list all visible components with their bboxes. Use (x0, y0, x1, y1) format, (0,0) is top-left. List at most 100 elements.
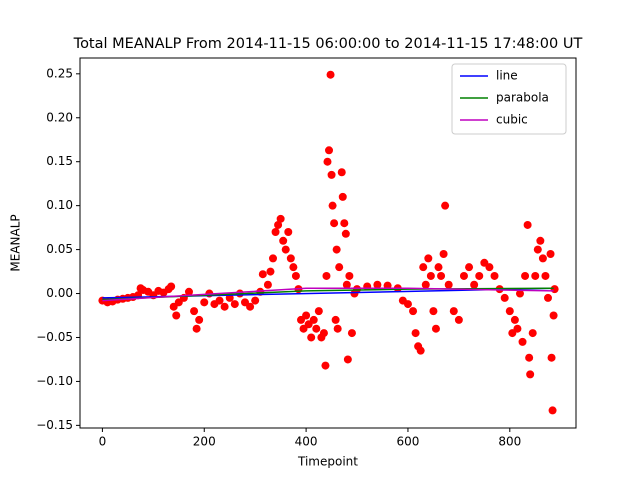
point (541, 271, 550, 280)
point (536, 236, 545, 245)
point (500, 293, 509, 302)
y-tick-label: 0.15 (46, 154, 73, 168)
point (167, 282, 176, 291)
y-tick-label: 0.10 (46, 198, 73, 212)
point (333, 324, 342, 333)
point (274, 220, 283, 229)
point (271, 228, 280, 237)
point (490, 271, 499, 280)
point (330, 219, 339, 228)
y-tick-label: −0.15 (36, 418, 73, 432)
point (523, 220, 532, 229)
x-tick-label: 800 (498, 435, 521, 449)
point (441, 201, 450, 210)
point (373, 280, 382, 289)
point (309, 315, 318, 324)
point (459, 271, 468, 280)
point (220, 302, 229, 311)
point (289, 263, 298, 272)
legend-label: line (496, 69, 518, 83)
point (192, 324, 201, 333)
point (437, 271, 446, 280)
point (525, 353, 534, 362)
point (454, 315, 463, 324)
point (172, 311, 181, 320)
point (246, 302, 255, 311)
y-tick-label: −0.05 (36, 330, 73, 344)
point (342, 280, 351, 289)
point (258, 270, 267, 279)
x-tick-label: 200 (193, 435, 216, 449)
point (266, 267, 275, 276)
point (331, 315, 340, 324)
point (276, 214, 285, 223)
point (531, 271, 540, 280)
axes-frame (79, 57, 577, 429)
point (439, 249, 448, 258)
y-axis-label: MEANALP (9, 214, 23, 271)
x-tick-label: 600 (396, 435, 419, 449)
point (421, 280, 430, 289)
point (284, 228, 293, 237)
point (549, 311, 558, 320)
point (518, 337, 527, 346)
y-tick-label: 0.20 (46, 110, 73, 124)
legend-box (451, 63, 567, 135)
point (444, 280, 453, 289)
point (340, 219, 349, 228)
x-tick-label: 400 (295, 435, 318, 449)
point (431, 324, 440, 333)
fit-line (102, 287, 554, 302)
point (319, 329, 328, 338)
point (475, 271, 484, 280)
point (286, 254, 295, 263)
point (200, 298, 209, 307)
point (547, 353, 556, 362)
point (338, 192, 347, 201)
point (343, 355, 352, 364)
plot-area (98, 70, 559, 415)
point (429, 307, 438, 316)
point (322, 271, 331, 280)
point (419, 263, 428, 272)
point (528, 329, 537, 338)
point (269, 254, 278, 263)
point (513, 324, 522, 333)
point (424, 254, 433, 263)
point (521, 271, 530, 280)
point (470, 280, 479, 289)
point (327, 170, 336, 179)
point (281, 245, 290, 254)
point (279, 236, 288, 245)
point (510, 315, 519, 324)
point (548, 406, 557, 415)
point (195, 315, 204, 324)
legend-label: cubic (496, 113, 528, 127)
point (403, 300, 412, 309)
point (323, 157, 332, 166)
point (533, 245, 542, 254)
point (538, 254, 547, 263)
point (332, 245, 341, 254)
point (263, 280, 272, 289)
point (184, 287, 193, 296)
point (449, 307, 458, 316)
point (416, 346, 425, 355)
point (341, 229, 350, 238)
point (325, 146, 334, 155)
x-axis-label: Timepoint (297, 455, 358, 469)
point (230, 300, 239, 309)
point (326, 70, 335, 79)
point (347, 329, 356, 338)
y-tick-label: 0.00 (46, 286, 73, 300)
y-tick-label: 0.25 (46, 66, 73, 80)
point (434, 263, 443, 272)
y-tick-label: 0.05 (46, 242, 73, 256)
point (302, 311, 311, 320)
point (307, 333, 316, 342)
point (411, 329, 420, 338)
point (321, 361, 330, 370)
point (485, 263, 494, 272)
point (328, 201, 337, 210)
point (550, 285, 559, 294)
